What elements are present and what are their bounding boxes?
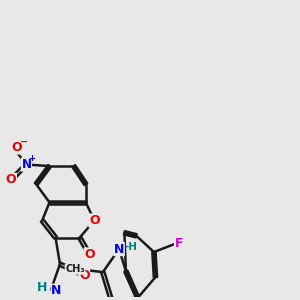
Text: CH₃: CH₃ [65, 264, 85, 274]
Text: H: H [36, 281, 47, 294]
Text: O: O [11, 141, 22, 154]
Text: −: − [20, 137, 28, 147]
Text: F: F [175, 237, 183, 250]
Text: N: N [51, 284, 62, 297]
Text: O: O [6, 173, 16, 186]
Text: N: N [21, 158, 32, 171]
Text: -H: -H [125, 242, 138, 252]
Text: O: O [84, 248, 95, 261]
Text: +: + [28, 154, 35, 164]
Text: N: N [114, 243, 124, 256]
Text: O: O [79, 269, 89, 282]
Text: O: O [89, 214, 100, 227]
